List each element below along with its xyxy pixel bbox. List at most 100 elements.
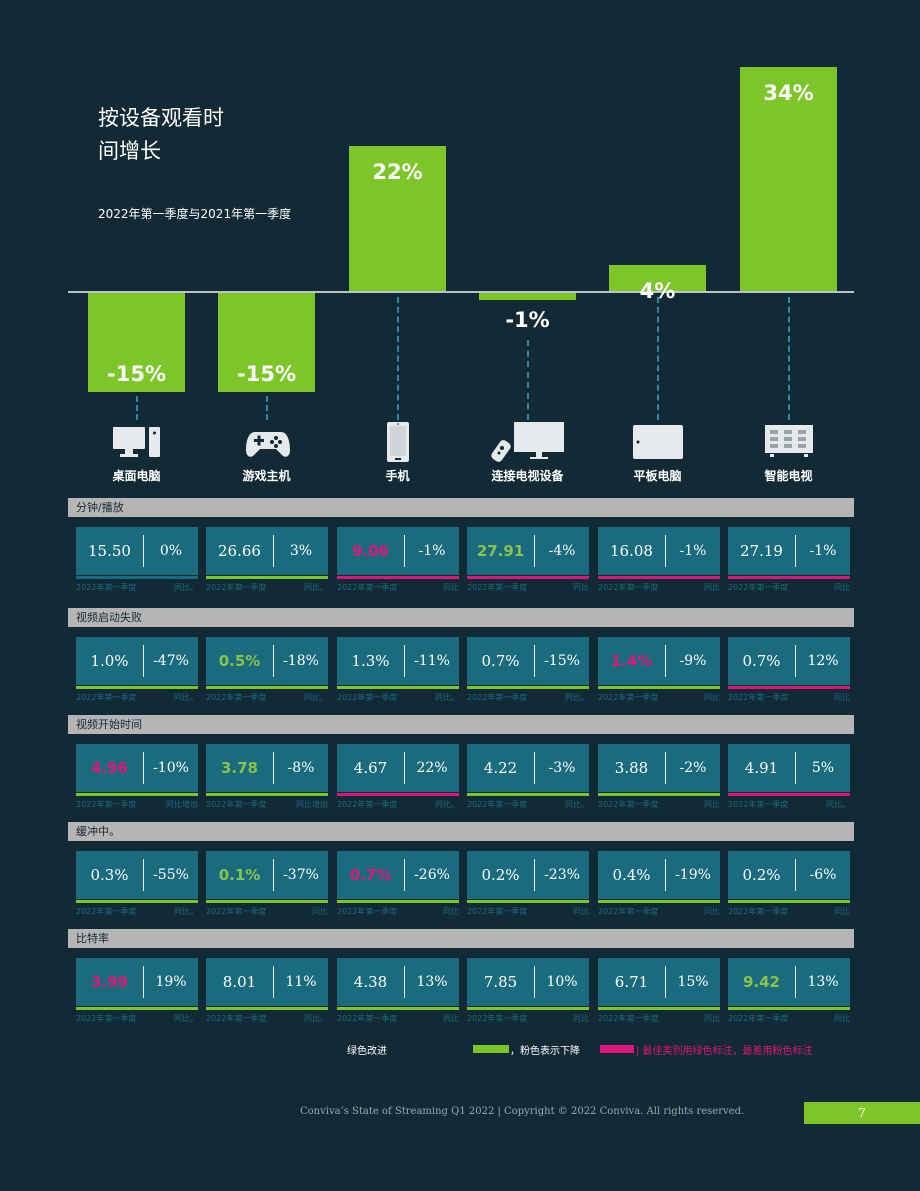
device-name-3: 手机 — [385, 469, 410, 483]
metric-card: 4.38 13% — [337, 958, 459, 1006]
metric-change: -6% — [809, 867, 837, 883]
metric-divider — [665, 645, 666, 677]
metric-card: 0.1% -37% — [206, 851, 328, 899]
metric-card: 0.3% -55% — [76, 851, 198, 899]
metric-card: 4.67 22% — [337, 744, 459, 792]
bar-2 — [218, 293, 315, 392]
connected-tv-icon — [491, 422, 564, 462]
metric-caption-yoy: 同比。 — [435, 800, 459, 809]
metric-caption-period: 2022年第一季度 — [728, 693, 789, 702]
metric-divider — [665, 535, 666, 567]
metric-value: 4.67 — [353, 759, 388, 777]
bar-3 — [349, 146, 446, 291]
metric-caption-period: 2022年第一季度 — [728, 1014, 789, 1023]
metric-caption-period: 2022年第一季度 — [206, 800, 267, 809]
metric-card: 0.7% 12% — [728, 637, 850, 685]
page-title: 按设备观看时 间增长 — [98, 102, 224, 168]
bar-label-4: -1% — [505, 307, 550, 332]
legend-improve: 绿色改进 — [347, 1046, 387, 1057]
metric-card: 4.22 -3% — [467, 744, 589, 792]
metric-card: 0.2% -23% — [467, 851, 589, 899]
metric-divider — [273, 645, 274, 677]
metric-caption-period: 2022年第一季度 — [337, 907, 398, 916]
metric-change: 11% — [285, 974, 317, 990]
metric-card: 0.5% -18% — [206, 637, 328, 685]
metric-value: 6.71 — [614, 973, 649, 991]
metric-card: 15.50 0% — [76, 527, 198, 575]
chart-subtitle: 2022年第一季度与2021年第一季度 — [98, 207, 292, 221]
metric-caption-yoy: 同比 — [443, 907, 459, 916]
metric-divider — [143, 966, 144, 998]
metric-underline — [337, 686, 459, 689]
metric-divider — [534, 752, 535, 784]
metric-underline — [728, 686, 850, 689]
metric-card: 9.06 -1% — [337, 527, 459, 575]
metric-caption-yoy: 同比 — [704, 583, 720, 592]
page-number: 7 — [804, 1102, 920, 1124]
metric-change: -8% — [287, 760, 315, 776]
metric-caption-yoy: 同比 — [573, 907, 589, 916]
metric-change: -37% — [283, 867, 319, 883]
metric-value: 4.38 — [353, 973, 388, 991]
metric-card: 0.7% -26% — [337, 851, 459, 899]
metric-underline — [728, 576, 850, 579]
metric-change: 10% — [546, 974, 578, 990]
metric-divider — [143, 859, 144, 891]
metric-value: 16.08 — [610, 542, 653, 560]
metric-caption-yoy: 同比。 — [304, 1014, 328, 1023]
phone-icon — [387, 422, 409, 462]
metric-value: 7.85 — [483, 973, 518, 991]
metric-change: -1% — [679, 543, 707, 559]
metric-value: 4.22 — [483, 759, 518, 777]
metric-card: 27.91 -4% — [467, 527, 589, 575]
device-name-1: 桌面电脑 — [112, 469, 161, 483]
metric-caption-period: 2022年第一季度 — [598, 907, 659, 916]
metric-card: 0.7% -15% — [467, 637, 589, 685]
metric-change: -11% — [414, 653, 450, 669]
metric-underline — [728, 900, 850, 903]
metric-change: -2% — [679, 760, 707, 776]
metric-divider — [795, 535, 796, 567]
metric-underline — [206, 576, 328, 579]
metric-caption-period: 2022年第一季度 — [206, 907, 267, 916]
metric-caption-period: 2022年第一季度 — [76, 800, 137, 809]
metric-caption-period: 2022年第一季度 — [467, 907, 528, 916]
bar-guide-2 — [265, 395, 268, 420]
copyright-text: Conviva’s State of Streaming Q1 2022 | C… — [300, 1106, 745, 1117]
metric-caption-period: 2022年第一季度 — [598, 693, 659, 702]
metric-caption-yoy: 同比。 — [174, 583, 198, 592]
metric-divider — [665, 859, 666, 891]
metric-card: 0.4% -19% — [598, 851, 720, 899]
metric-caption-yoy: 同比。 — [174, 907, 198, 916]
legend-pink-swatch — [600, 1045, 634, 1053]
metric-change: -15% — [544, 653, 580, 669]
metric-divider — [143, 535, 144, 567]
metric-underline — [337, 576, 459, 579]
metric-caption-period: 2022年第一季度 — [598, 583, 659, 592]
metric-caption-period: 2022年第一季度 — [728, 907, 789, 916]
device-name-5: 平板电脑 — [633, 469, 682, 483]
metric-change: 15% — [677, 974, 709, 990]
metric-underline — [76, 793, 198, 796]
metric-value: 4.96 — [90, 759, 128, 777]
metric-divider — [795, 752, 796, 784]
metric-divider — [534, 966, 535, 998]
bar-label-2: -15% — [237, 361, 296, 386]
metric-underline — [467, 1007, 589, 1010]
legend-best-worst: | 最佳类别用绿色标注，最差用粉色标注 — [636, 1046, 813, 1057]
metric-change: -4% — [548, 543, 576, 559]
bar-guide-4 — [526, 339, 529, 420]
metric-caption-yoy: 同比 — [834, 583, 850, 592]
metric-underline — [206, 1007, 328, 1010]
desktop-icon — [113, 427, 160, 457]
metric-divider — [273, 752, 274, 784]
metric-underline — [337, 793, 459, 796]
metric-caption-period: 2022年第一季度 — [467, 583, 528, 592]
metric-change: -1% — [809, 543, 837, 559]
metric-value: 1.4% — [610, 652, 653, 670]
metric-caption-yoy: 同比增加 — [296, 800, 328, 809]
metric-caption-period: 2022年第一季度 — [76, 907, 137, 916]
bar-guide-6 — [787, 297, 790, 420]
metric-value: 26.66 — [218, 542, 261, 560]
metric-change: 19% — [155, 974, 187, 990]
